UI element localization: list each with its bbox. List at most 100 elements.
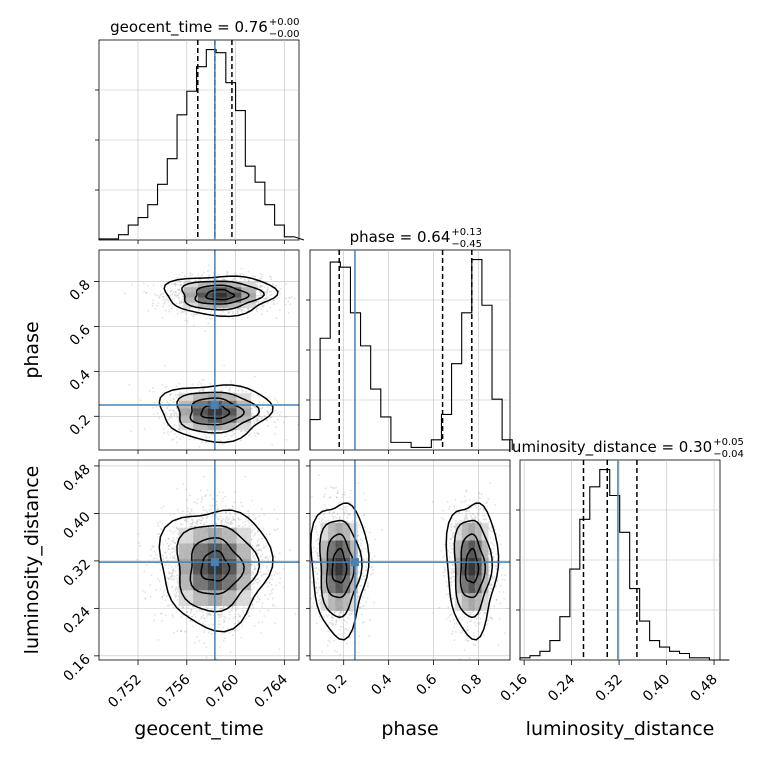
histogram-geocent_time	[99, 50, 304, 240]
sample-point	[204, 330, 206, 332]
sample-point	[175, 566, 177, 568]
truth-marker	[211, 401, 219, 409]
sample-point	[167, 299, 169, 301]
sample-point	[143, 283, 145, 285]
sample-point	[232, 318, 234, 320]
sample-point	[210, 311, 212, 313]
sample-point	[202, 623, 204, 625]
sample-point	[271, 592, 273, 594]
sample-point	[152, 302, 154, 304]
sample-point	[182, 296, 184, 298]
sample-point	[253, 535, 255, 537]
sample-point	[242, 526, 244, 528]
sample-point	[162, 523, 164, 525]
sample-point	[208, 436, 210, 438]
sample-point	[221, 444, 223, 446]
sample-point	[164, 589, 166, 591]
sample-point	[147, 285, 149, 287]
sample-point	[226, 524, 228, 526]
sample-point	[217, 274, 219, 276]
sample-point	[283, 568, 285, 570]
histogram-luminosity_distance	[520, 470, 729, 660]
sample-point	[171, 393, 173, 395]
sample-point	[151, 546, 153, 548]
sample-point	[263, 305, 265, 307]
sample-point	[254, 432, 256, 434]
sample-point	[269, 276, 271, 278]
sample-point	[172, 556, 174, 558]
sample-point	[267, 425, 269, 427]
sample-point	[173, 398, 175, 400]
sample-point	[256, 309, 258, 311]
sample-point	[174, 424, 176, 426]
sample-point	[167, 605, 169, 607]
sample-point	[172, 614, 174, 616]
sample-point	[233, 617, 235, 619]
sample-point	[248, 435, 250, 437]
sample-point	[274, 433, 276, 435]
sample-point	[251, 539, 253, 541]
sample-point	[205, 657, 207, 659]
sample-point	[174, 283, 176, 285]
sample-point	[273, 509, 275, 511]
sample-point	[204, 434, 206, 436]
sample-point	[283, 586, 285, 588]
sample-point	[176, 630, 178, 632]
sample-point	[218, 623, 220, 625]
sample-point	[189, 494, 191, 496]
sample-point	[266, 311, 268, 313]
diag-title-main: luminosity_distance = 0.30	[508, 438, 712, 457]
sample-point	[151, 574, 153, 576]
sample-point	[216, 523, 218, 525]
sample-point	[211, 430, 213, 432]
diag-title-minus: −0.45	[451, 239, 482, 250]
sample-point	[235, 273, 237, 275]
sample-point	[276, 317, 278, 319]
sample-point	[254, 422, 256, 424]
sample-point	[230, 310, 232, 312]
sample-point	[155, 554, 157, 556]
sample-point	[170, 514, 172, 516]
sample-point	[202, 611, 204, 613]
sample-point	[192, 625, 194, 627]
sample-point	[275, 426, 277, 428]
sample-point	[225, 617, 227, 619]
sample-point	[266, 567, 268, 569]
sample-point	[173, 401, 175, 403]
sample-point	[253, 587, 255, 589]
sample-point	[221, 633, 223, 635]
sample-point	[257, 530, 259, 532]
sample-point	[173, 412, 175, 414]
sample-point	[263, 514, 265, 516]
sample-point	[266, 419, 268, 421]
sample-point	[223, 621, 225, 623]
sample-point	[256, 564, 258, 566]
sample-point	[173, 575, 175, 577]
sample-point	[274, 398, 276, 400]
sample-point	[143, 290, 145, 292]
sample-point	[219, 646, 221, 648]
sample-point	[258, 415, 260, 417]
sample-point	[187, 507, 189, 509]
sample-point	[261, 538, 263, 540]
sample-point	[201, 517, 203, 519]
sample-point	[244, 310, 246, 312]
sample-point	[176, 309, 178, 311]
sample-point	[168, 577, 170, 579]
sample-point	[229, 514, 231, 516]
sample-point	[156, 295, 158, 297]
sample-point	[203, 642, 205, 644]
sample-point	[206, 522, 208, 524]
sample-point	[211, 520, 213, 522]
sample-point	[266, 410, 268, 412]
sample-point	[169, 604, 171, 606]
sample-point	[185, 518, 187, 520]
sample-point	[261, 621, 263, 623]
sample-point	[209, 505, 211, 507]
sample-point	[174, 594, 176, 596]
hist-panel-luminosity_distance: luminosity_distance = 0.30+0.05−0.04	[508, 437, 744, 660]
sample-point	[279, 573, 281, 575]
sample-point	[188, 432, 190, 434]
sample-point	[257, 596, 259, 598]
sample-point	[174, 295, 176, 297]
